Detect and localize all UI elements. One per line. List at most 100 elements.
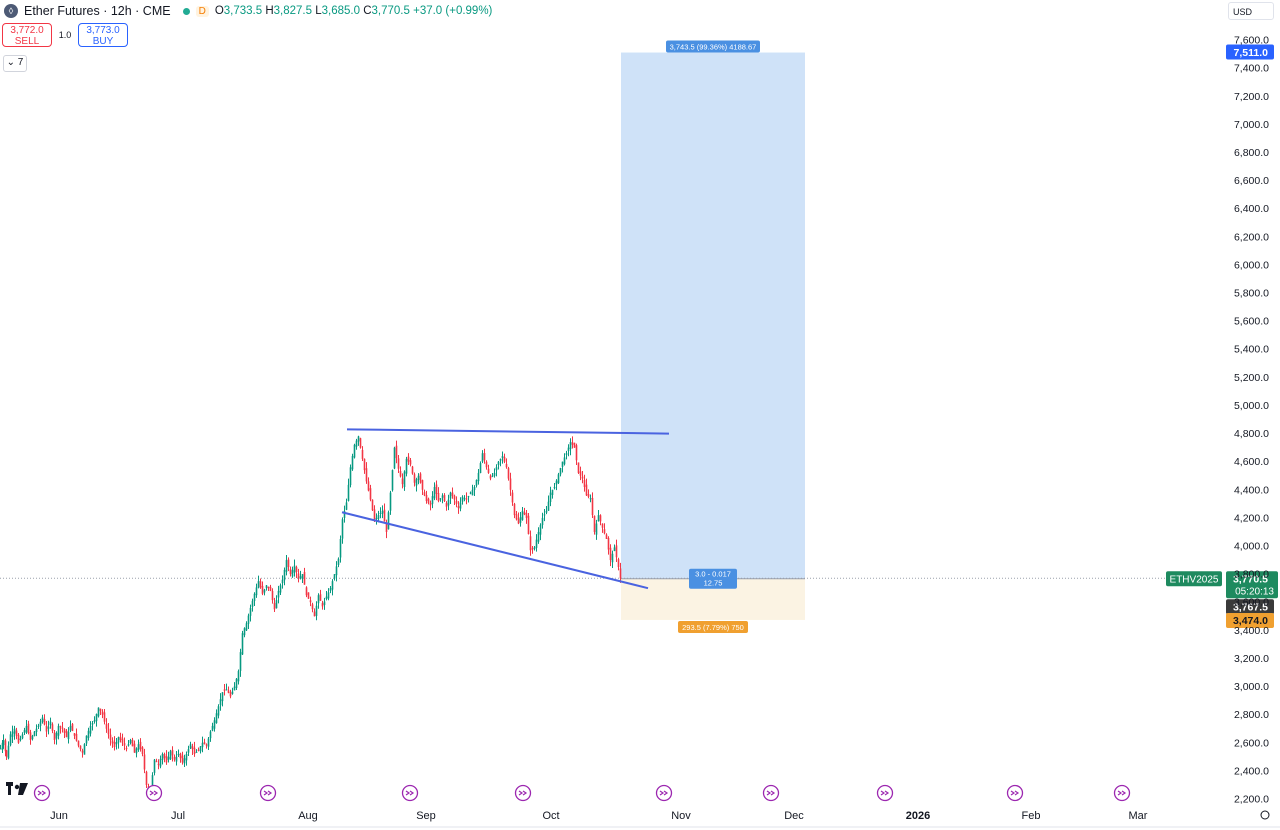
candle [193,747,196,755]
y-tick-label: 5,000.0 [1234,400,1269,412]
candle [579,471,582,476]
candle [525,513,528,518]
candle [131,739,134,747]
x-tick-label: Oct [542,810,559,822]
candle [197,749,200,751]
candle [533,547,536,550]
indicators-collapse-button[interactable]: ⌄ 7 [3,55,27,72]
x-tick-label: Dec [784,810,804,822]
candle [537,531,540,542]
y-tick-label: 6,200.0 [1234,231,1269,243]
candle [167,756,170,760]
candle [57,725,60,736]
candle [221,692,224,702]
chevron-right-icon [1117,790,1127,796]
candle [591,497,594,516]
candle [505,463,508,468]
candle [583,479,586,487]
candle [143,754,146,770]
candle [233,686,236,691]
candle [581,476,584,479]
candle [605,534,608,539]
candle [201,742,204,748]
event-icon[interactable] [145,784,163,802]
symbol-title[interactable]: Ether Futures · 12h · CME [24,4,171,18]
candle [509,478,512,490]
candle [453,495,456,500]
candle [443,495,446,502]
candle [347,484,350,501]
y-tick-label: 5,400.0 [1234,344,1269,356]
y-tick-label: 4,200.0 [1234,512,1269,524]
event-icon[interactable] [514,784,532,802]
candle [31,735,34,740]
chevron-down-icon: ⌄ [6,57,16,68]
candle [87,730,90,738]
candle [617,559,620,568]
candle [69,725,72,731]
candle [245,623,248,631]
candle [577,462,580,473]
candle [99,708,102,712]
candle [371,499,374,511]
quantity-value[interactable]: 1.0 [58,30,72,40]
sell-button[interactable]: 3,772.0 SELL [2,23,52,47]
candle [163,754,166,759]
candle [75,733,78,741]
candle [385,523,388,532]
candle [205,744,208,746]
candle [129,739,132,744]
candle [547,501,550,511]
candle [195,751,198,753]
candle [113,741,116,747]
candle [107,728,110,735]
candle [101,711,104,715]
candle [403,471,406,487]
candle [521,510,524,520]
entry-price-tag-bg [1226,599,1274,615]
currency-selector[interactable]: USD [1228,2,1274,20]
d-badge[interactable]: D [195,5,209,17]
candle [29,732,32,740]
chevron-right-icon [37,790,47,796]
candle [459,502,462,509]
candle [211,725,214,731]
stop-label-bg [678,620,748,633]
candle [413,474,416,483]
event-icon[interactable] [1113,784,1131,802]
candle [159,758,162,767]
candle [513,503,516,516]
event-icon[interactable] [876,784,894,802]
candle [423,492,426,496]
x-tick-label: Nov [671,810,691,822]
candle [203,742,206,745]
target-price-tag: 7,511.0 [1234,47,1269,59]
event-icon[interactable] [1006,784,1024,802]
x-tick-label: Aug [298,810,318,822]
event-icon[interactable] [762,784,780,802]
event-icon[interactable] [401,784,419,802]
candle [173,756,176,760]
y-tick-label: 5,800.0 [1234,288,1269,300]
candle [501,456,504,458]
candle [499,458,502,461]
candle [337,558,340,565]
event-icon[interactable] [33,784,51,802]
candle [587,494,590,497]
candle [369,488,372,500]
event-icon[interactable] [259,784,277,802]
buy-button[interactable]: 3,773.0 BUY [78,23,128,47]
candle [305,587,308,596]
candle [157,763,160,765]
candle [285,560,288,572]
candle [181,755,184,763]
candle [109,734,112,740]
candle [473,486,476,490]
candle [427,498,430,504]
candle [151,775,154,790]
trade-panel: 3,772.0 SELL 1.0 3,773.0 BUY [2,23,128,47]
candle [5,750,8,757]
candle [601,523,604,528]
event-icon[interactable] [655,784,673,802]
